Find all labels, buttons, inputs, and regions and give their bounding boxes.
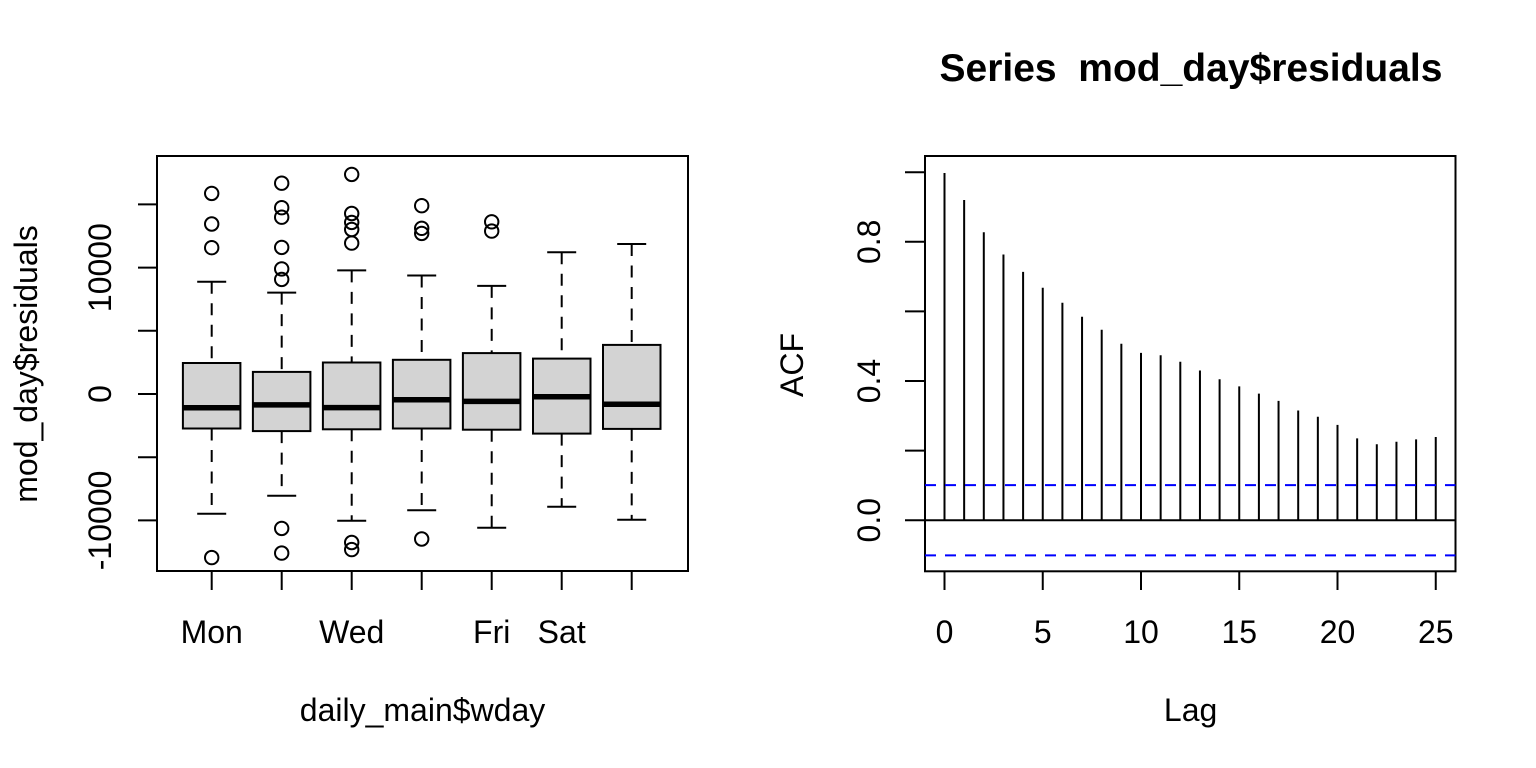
svg-text:ACF: ACF [774, 333, 810, 397]
svg-text:Wed: Wed [319, 614, 384, 650]
svg-text:10: 10 [1123, 614, 1159, 650]
svg-text:mod_day$residuals: mod_day$residuals [8, 225, 44, 503]
svg-text:Fri: Fri [473, 614, 510, 650]
svg-text:0.0: 0.0 [851, 498, 887, 542]
svg-text:15: 15 [1221, 614, 1257, 650]
svg-text:25: 25 [1418, 614, 1454, 650]
svg-text:Mon: Mon [181, 614, 243, 650]
svg-text:20: 20 [1320, 614, 1356, 650]
svg-text:10000: 10000 [82, 223, 118, 312]
svg-text:-10000: -10000 [82, 471, 118, 571]
svg-text:Series mod_day$residuals: Series mod_day$residuals [940, 47, 1443, 90]
svg-text:0: 0 [936, 614, 954, 650]
svg-text:5: 5 [1034, 614, 1052, 650]
svg-text:daily_main$wday: daily_main$wday [300, 692, 545, 728]
svg-text:0.8: 0.8 [851, 220, 887, 264]
svg-text:Sat: Sat [538, 614, 586, 650]
svg-text:Lag: Lag [1164, 692, 1217, 728]
svg-text:0.4: 0.4 [851, 359, 887, 403]
svg-text:0: 0 [82, 385, 118, 403]
